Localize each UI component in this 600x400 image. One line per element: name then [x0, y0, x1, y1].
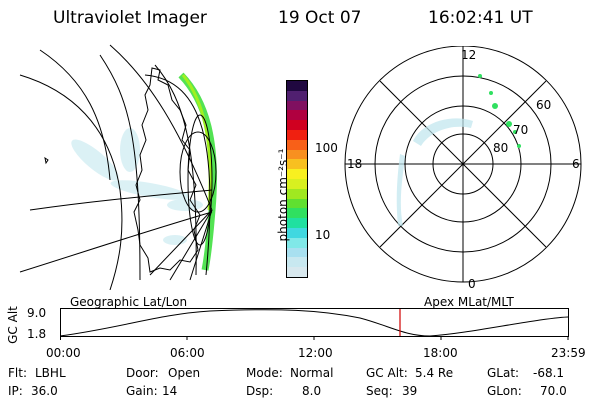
colorbar-segment [287, 90, 307, 101]
colorbar-segment [287, 81, 307, 91]
colorbar-tick-10: 10 [315, 228, 331, 242]
glat-value: -68.1 [533, 366, 565, 380]
dsp-value: 8.0 [302, 384, 322, 398]
ip-label: IP: [8, 384, 23, 398]
flt-value: LBHL [35, 366, 66, 380]
geographic-map-panel [19, 44, 217, 290]
colorbar-units-label: photon cm⁻²s⁻¹ [276, 148, 290, 242]
seq-value: 39 [402, 384, 418, 398]
gc-alt-label: GC Alt: [366, 366, 408, 380]
glon-label: GLon: [487, 384, 522, 398]
timeline-x-tick-2: 12:00 [298, 346, 333, 360]
colorbar-segment [287, 139, 307, 150]
timeline-left-title: Geographic Lat/Lon [70, 295, 188, 309]
mode-value: Normal [290, 366, 334, 380]
timeline-y-tick-top: 9.0 [27, 306, 47, 320]
instrument-title: Ultraviolet Imager [53, 8, 207, 28]
door-label: Door: [126, 366, 159, 380]
dsp-label: Dsp: [246, 384, 274, 398]
date-label: 19 Oct 07 [278, 8, 362, 28]
colorbar-segment [287, 218, 307, 228]
timeline-x-tick-1: 06:00 [170, 346, 205, 360]
colorbar-segment [287, 247, 307, 258]
ip-value: 36.0 [31, 384, 58, 398]
lat-label-60: 60 [536, 98, 551, 112]
glon-value: 70.0 [540, 384, 567, 398]
timeline-y-axis-label: GC Alt [5, 306, 20, 344]
gain-value: 14 [162, 384, 178, 398]
timeline-x-tick-4: 23:59 [551, 346, 586, 360]
glat-label: GLat: [487, 366, 520, 380]
colorbar-segment [287, 237, 307, 248]
colorbar-segment [287, 100, 307, 111]
colorbar-segment [287, 169, 307, 179]
colorbar-segment [287, 149, 307, 160]
colorbar-segment [287, 208, 307, 219]
colorbar-segment [287, 257, 307, 268]
timeline-x-tick-0: 00:00 [46, 346, 81, 360]
colorbar-segment [287, 188, 307, 199]
colorbar-tick-100: 100 [315, 141, 338, 155]
seq-label: Seq: [366, 384, 393, 398]
colorbar-segment [287, 178, 307, 189]
mlt-label-18: 18 [347, 157, 362, 171]
colorbar-segment [287, 267, 307, 277]
time-label: 16:02:41 UT [428, 8, 533, 28]
lat-label-70: 70 [513, 123, 528, 137]
door-value: Open [168, 366, 201, 380]
flt-label: Flt: [8, 366, 27, 380]
polar-plot: 12 18 6 0 60 70 80 [344, 46, 582, 291]
colorbar-segment [287, 227, 307, 238]
colorbar [286, 80, 308, 278]
colorbar-segment [287, 120, 307, 130]
lat-label-80: 80 [493, 141, 508, 155]
mode-label: Mode: [246, 366, 283, 380]
timeline-plot [60, 308, 569, 340]
timeline-x-tick-3: 18:00 [423, 346, 458, 360]
gc-alt-value: 5.4 Re [415, 366, 454, 380]
mlt-label-12: 12 [461, 48, 476, 62]
mlt-label-6: 6 [572, 157, 580, 171]
timeline-y-tick-bottom: 1.8 [27, 327, 47, 341]
colorbar-segment [287, 129, 307, 140]
colorbar-segment [287, 198, 307, 209]
mlt-label-0: 0 [468, 277, 476, 291]
gain-label: Gain: [126, 384, 158, 398]
colorbar-segment [287, 159, 307, 170]
colorbar-segment [287, 110, 307, 121]
timeline-right-title: Apex MLat/MLT [424, 295, 514, 309]
